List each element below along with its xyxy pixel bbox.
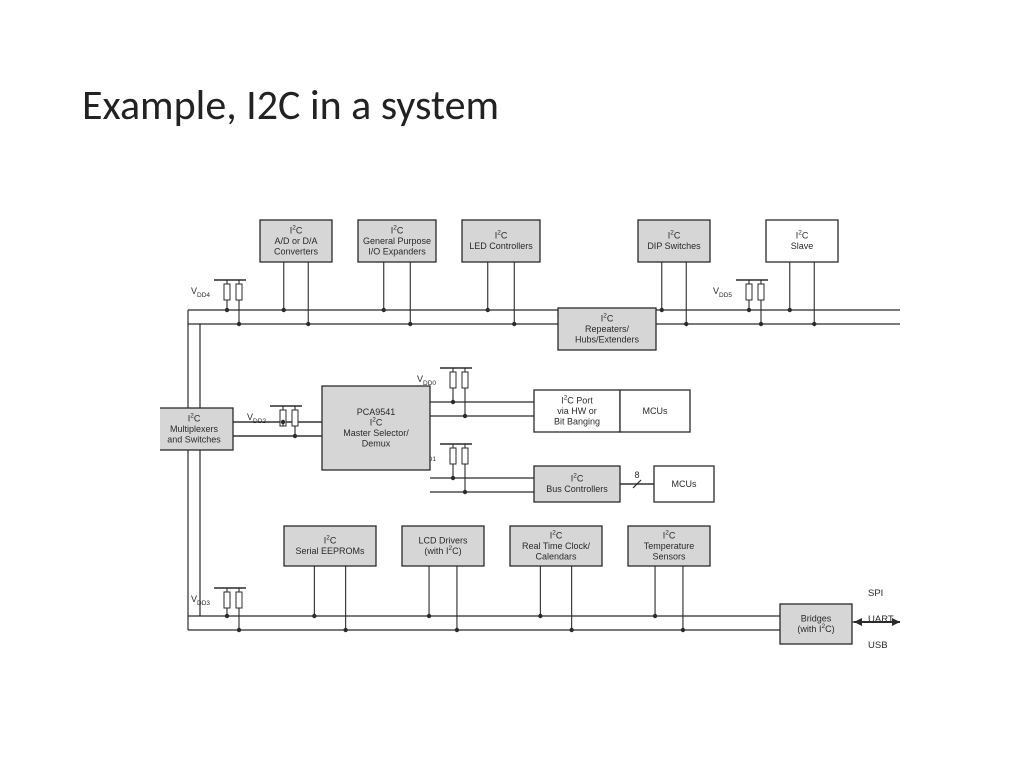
node-rep-line2: Hubs/Extenders (575, 334, 640, 344)
node-bridge-line1: (with I2C) (797, 623, 834, 634)
node-gpio-line1: General Purpose (363, 236, 431, 246)
node-slave-line1: Slave (791, 241, 814, 251)
node-pca-line2: Master Selector/ (343, 428, 409, 438)
node-rtc-line2: Calendars (535, 551, 577, 561)
node-ee-line0: I2C (324, 535, 337, 546)
node-slave-line0: I2C (796, 230, 809, 241)
node-mcu2-line0: MCUs (672, 479, 697, 489)
node-pca-line0: PCA9541 (357, 407, 396, 417)
node-pca-line1: I2C (370, 417, 383, 428)
svg-text:VDD2: VDD2 (247, 412, 266, 425)
node-bridge-line0: Bridges (801, 614, 832, 624)
node-temp-line0: I2C (663, 529, 676, 540)
node-ee-line1: Serial EEPROMs (295, 546, 365, 556)
svg-text:8: 8 (634, 470, 639, 480)
node-ms-line2: and Switches (167, 434, 221, 444)
node-dip-line0: I2C (668, 230, 681, 241)
node-lcd-line1: (with I2C) (424, 545, 461, 556)
node-mcu1-line0: MCUs (643, 406, 668, 416)
node-temp-line1: Temperature (644, 541, 695, 551)
node-adc-line0: I2C (290, 224, 303, 235)
node-led-line0: I2C (495, 230, 508, 241)
node-ms-line1: Multiplexers (170, 424, 219, 434)
node-rep-line0: I2C (601, 312, 614, 323)
svg-text:VDD4: VDD4 (191, 286, 210, 299)
node-ms-line0: I2C (188, 412, 201, 423)
node-port-line2: Bit Banging (554, 416, 600, 426)
svg-text:VDD5: VDD5 (713, 286, 732, 299)
bridge-io-usb: USB (868, 640, 888, 651)
node-adc-line2: Converters (274, 246, 319, 256)
node-busc-line0: I2C (571, 473, 584, 484)
node-dip-line1: DIP Switches (647, 241, 701, 251)
node-gpio-line0: I2C (391, 224, 404, 235)
node-port-line1: via HW or (557, 406, 597, 416)
node-rep-line1: Repeaters/ (585, 324, 630, 334)
node-pca-line3: Demux (362, 439, 391, 449)
node-lcd-line0: LCD Drivers (418, 536, 468, 546)
svg-text:VDD3: VDD3 (191, 594, 210, 607)
node-adc-line1: A/D or D/A (274, 236, 317, 246)
node-busc-line1: Bus Controllers (546, 484, 608, 494)
bridge-io-uart: UART (868, 614, 894, 625)
slide-title: Example, I2C in a system (82, 80, 499, 131)
node-led-line1: LED Controllers (469, 241, 533, 251)
i2c-diagram: 8VDD4VDD5VDD0VDD2VDD1VDD3I2CA/D or D/ACo… (160, 210, 960, 680)
node-temp-line2: Sensors (652, 551, 686, 561)
node-rtc-line0: I2C (550, 529, 563, 540)
svg-text:VDD0: VDD0 (417, 374, 436, 387)
node-rtc-line1: Real Time Clock/ (522, 541, 591, 551)
node-gpio-line2: I/O Expanders (368, 246, 426, 256)
bridge-io-spi: SPI (868, 588, 883, 599)
